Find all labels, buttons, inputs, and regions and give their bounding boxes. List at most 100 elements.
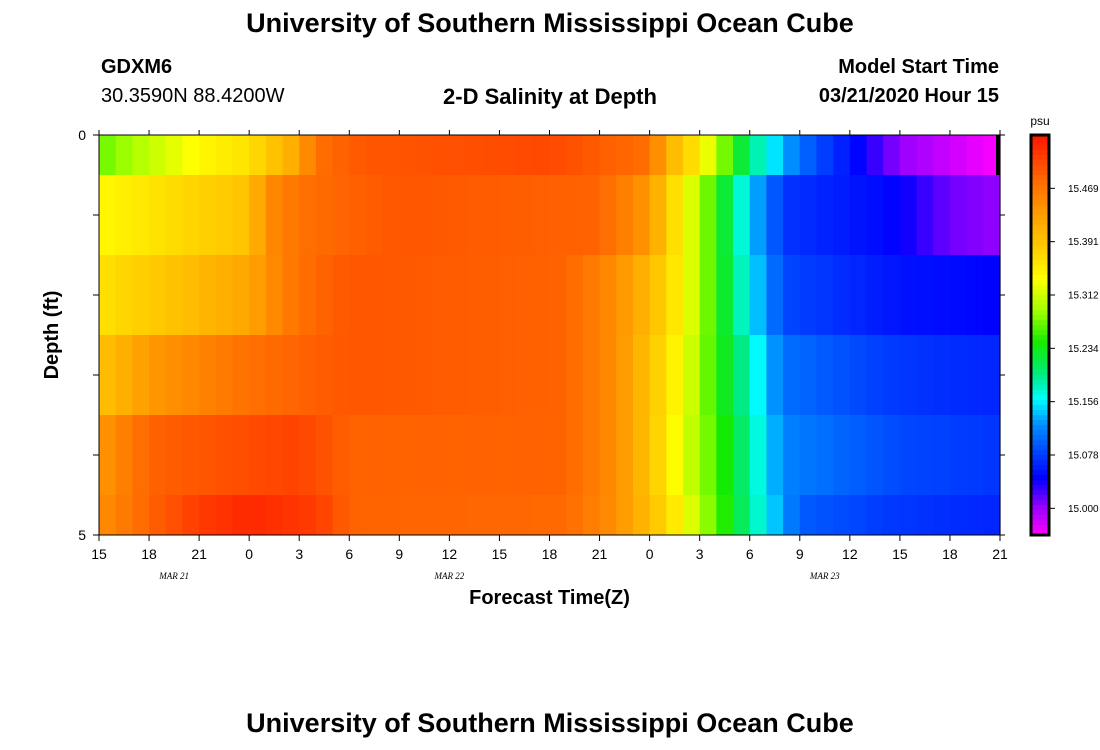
- date-label: MAR 21: [158, 571, 189, 581]
- heatmap-cell: [482, 175, 501, 255]
- heatmap-cell: [816, 415, 834, 495]
- colorbar-segment: [1031, 215, 1049, 221]
- colorbar-segment: [1031, 285, 1049, 291]
- x-tick-label: 15: [892, 546, 908, 562]
- colorbar-segment: [1031, 435, 1049, 441]
- heatmap-cell: [516, 135, 534, 175]
- model-start-label: Model Start Time: [838, 56, 999, 78]
- x-axis-title: Forecast Time(Z): [469, 587, 630, 609]
- heatmap-cell: [182, 135, 200, 175]
- heatmap-cell: [449, 255, 467, 335]
- heatmap-cell: [733, 495, 751, 535]
- colorbar-segment: [1031, 275, 1049, 281]
- heatmap-cell: [215, 495, 234, 535]
- heatmap-cell: [165, 135, 184, 175]
- heatmap-cell: [215, 255, 234, 335]
- heatmap-cell: [115, 415, 133, 495]
- heatmap-cell: [449, 495, 467, 535]
- heatmap-cell: [616, 415, 634, 495]
- colorbar-frame: [1029, 133, 1051, 537]
- colorbar-segment: [1031, 505, 1049, 511]
- heatmap-cell: [115, 495, 133, 535]
- colorbar-segment: [1031, 365, 1049, 371]
- colorbar-segment: [1031, 415, 1049, 421]
- heatmap-cell: [966, 175, 984, 255]
- colorbar-segment: [1031, 140, 1049, 146]
- x-tick-label: 6: [746, 546, 754, 562]
- heatmap-cell: [299, 255, 317, 335]
- heatmap-cell: [799, 335, 818, 415]
- heatmap-cell: [382, 255, 400, 335]
- colorbar-segment: [1031, 430, 1049, 436]
- heatmap-cell: [265, 495, 284, 535]
- heatmap-cell: [682, 135, 701, 175]
- heatmap-cell: [899, 135, 918, 175]
- heatmap-cell: [866, 255, 884, 335]
- heatmap-cell: [632, 415, 651, 495]
- heatmap-cell: [215, 175, 234, 255]
- heatmap-cell: [532, 335, 551, 415]
- colorbar-segment: [1031, 295, 1049, 301]
- heatmap-cell: [365, 255, 384, 335]
- heatmap-cell: [682, 495, 701, 535]
- heatmap-cell: [549, 495, 567, 535]
- heatmap-cell: [249, 415, 267, 495]
- heatmap-cell: [833, 495, 851, 535]
- colorbar-segment: [1031, 360, 1049, 366]
- heatmap-cell: [733, 175, 751, 255]
- heatmap-cell: [983, 415, 1001, 495]
- heatmap-cell: [299, 415, 317, 495]
- x-tick-label: 18: [542, 546, 558, 562]
- heatmap-cell: [432, 135, 450, 175]
- heatmap-cell: [149, 495, 167, 535]
- heatmap-cell: [199, 415, 217, 495]
- heatmap-cell: [165, 415, 184, 495]
- station-name: GDXM6: [101, 56, 173, 78]
- heatmap-cell: [416, 335, 434, 415]
- heatmap-cell: [199, 255, 217, 335]
- heatmap-cell: [582, 175, 601, 255]
- heatmap-cell: [132, 415, 150, 495]
- heatmap-cell: [883, 255, 901, 335]
- heatmap-cell: [883, 135, 901, 175]
- heatmap-cell: [532, 255, 551, 335]
- heatmap-cell: [399, 335, 417, 415]
- heatmap-cell: [649, 135, 667, 175]
- heatmap-cell: [866, 175, 884, 255]
- heatmap-cell: [349, 335, 367, 415]
- heatmap-cell: [632, 175, 651, 255]
- heatmap-cell: [466, 135, 484, 175]
- colorbar-segment: [1031, 155, 1049, 161]
- colorbar: psu 15.469 15.391 15.312 15.234 15.156 15.078 1…: [1029, 114, 1099, 537]
- heatmap-cell: [632, 495, 651, 535]
- colorbar-segment: [1031, 495, 1049, 501]
- heatmap-cell: [833, 175, 851, 255]
- heatmap-cell: [132, 255, 150, 335]
- heatmap-cell: [332, 255, 350, 335]
- heatmap-cell: [933, 495, 951, 535]
- heatmap-cell: [883, 335, 901, 415]
- heatmap-cell: [666, 495, 684, 535]
- heatmap-cell: [265, 135, 284, 175]
- colorbar-segment: [1031, 305, 1049, 311]
- x-tick-label: 0: [646, 546, 654, 562]
- heatmap-cell: [182, 495, 200, 535]
- heatmap-cell: [716, 255, 734, 335]
- heatmap-cell: [883, 495, 901, 535]
- heatmap-cell: [516, 495, 534, 535]
- heatmap-cell: [249, 175, 267, 255]
- heatmap-cell: [632, 255, 651, 335]
- heatmap-cell: [466, 415, 484, 495]
- heatmap-cell: [199, 175, 217, 255]
- heatmap-cell: [115, 335, 133, 415]
- x-tick-label: 21: [992, 546, 1008, 562]
- plot-title: 2-D Salinity at Depth: [443, 84, 657, 109]
- heatmap-cell: [582, 135, 601, 175]
- heatmap-cell: [466, 255, 484, 335]
- date-label: MAR 22: [434, 571, 465, 581]
- heatmap-cell: [933, 175, 951, 255]
- colorbar-segment: [1031, 420, 1049, 426]
- colorbar-segment: [1031, 440, 1049, 446]
- heatmap-cell: [315, 415, 334, 495]
- heatmap-cell: [282, 415, 300, 495]
